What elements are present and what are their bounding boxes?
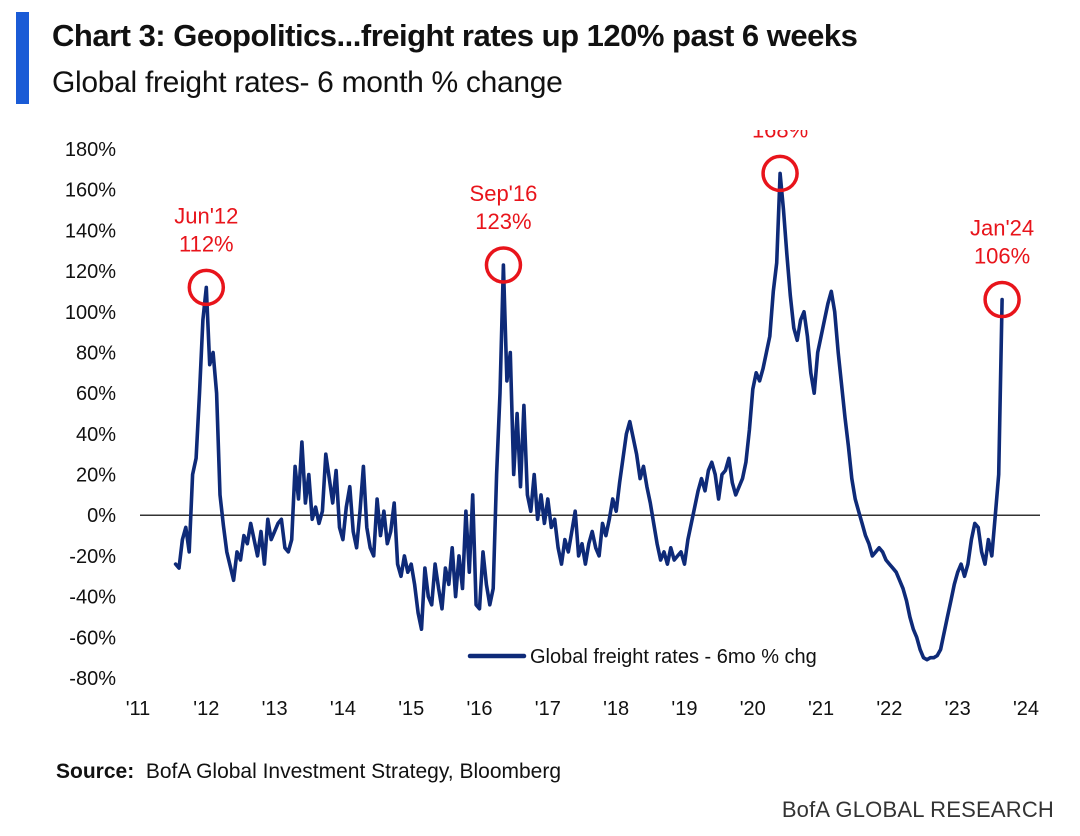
annotation-date: Sep'16 xyxy=(470,181,538,206)
peak-marker-circle xyxy=(484,246,523,284)
x-tick-label: '14 xyxy=(330,698,356,720)
annotation-value: 106% xyxy=(974,244,1030,269)
x-tick-label: '22 xyxy=(876,698,902,720)
y-tick-label: 120% xyxy=(65,261,116,283)
y-tick-label: 20% xyxy=(76,465,116,487)
series-line xyxy=(173,171,1004,662)
annotation-value: 123% xyxy=(475,209,531,234)
peak-marker-circle xyxy=(761,154,799,193)
x-tick-label: '20 xyxy=(740,698,766,720)
y-tick-label: 60% xyxy=(76,383,116,405)
x-tick-label: '23 xyxy=(945,698,971,720)
y-tick-label: 160% xyxy=(65,180,116,202)
y-tick-label: 180% xyxy=(65,139,116,161)
annotation-value: 168% xyxy=(752,130,808,142)
x-tick-label: '11 xyxy=(126,698,151,720)
y-tick-label: 80% xyxy=(76,342,116,364)
brand-label: BofA GLOBAL RESEARCH xyxy=(781,797,1054,822)
y-tick-label: 100% xyxy=(65,302,116,324)
y-tick-label: 140% xyxy=(65,220,116,242)
y-tick-label: -60% xyxy=(69,627,116,649)
x-tick-label: '15 xyxy=(398,698,424,720)
source-label: Source: xyxy=(56,760,135,783)
x-tick-label: '18 xyxy=(603,698,629,720)
peak-marker-circle xyxy=(187,268,226,307)
y-tick-label: -40% xyxy=(69,587,116,609)
x-tick-label: '19 xyxy=(671,698,697,720)
annotation-date: Jan'24 xyxy=(970,216,1034,241)
y-tick-label: 0% xyxy=(87,505,116,527)
y-tick-label: -80% xyxy=(69,668,116,690)
title-accent-bar xyxy=(16,12,29,104)
source-note: Source: BofA Global Investment Strategy,… xyxy=(56,760,561,784)
x-tick-label: '16 xyxy=(466,698,492,720)
x-tick-label: '17 xyxy=(535,698,561,720)
x-tick-label: '12 xyxy=(193,698,219,720)
x-tick-label: '24 xyxy=(1013,698,1039,720)
legend-label: Global freight rates - 6mo % chg xyxy=(530,646,817,668)
freight-rates-chart: 180% 160% 140% 120% 100% 80% 60% 40% 20% 0% -20% -4… xyxy=(65,130,1040,720)
x-tick-label: '21 xyxy=(808,698,834,720)
annotation-date: Jun'12 xyxy=(174,203,238,228)
peak-marker-circle xyxy=(983,280,1021,319)
y-tick-label: -20% xyxy=(69,546,116,568)
chart-title: Chart 3: Geopolitics...freight rates up … xyxy=(52,18,858,53)
chart-subtitle: Global freight rates- 6 month % change xyxy=(52,66,563,99)
y-tick-label: 40% xyxy=(76,424,116,446)
source-text: BofA Global Investment Strategy, Bloombe… xyxy=(145,760,562,783)
x-tick-label: '13 xyxy=(262,698,288,720)
annotation-value: 112% xyxy=(179,231,234,256)
